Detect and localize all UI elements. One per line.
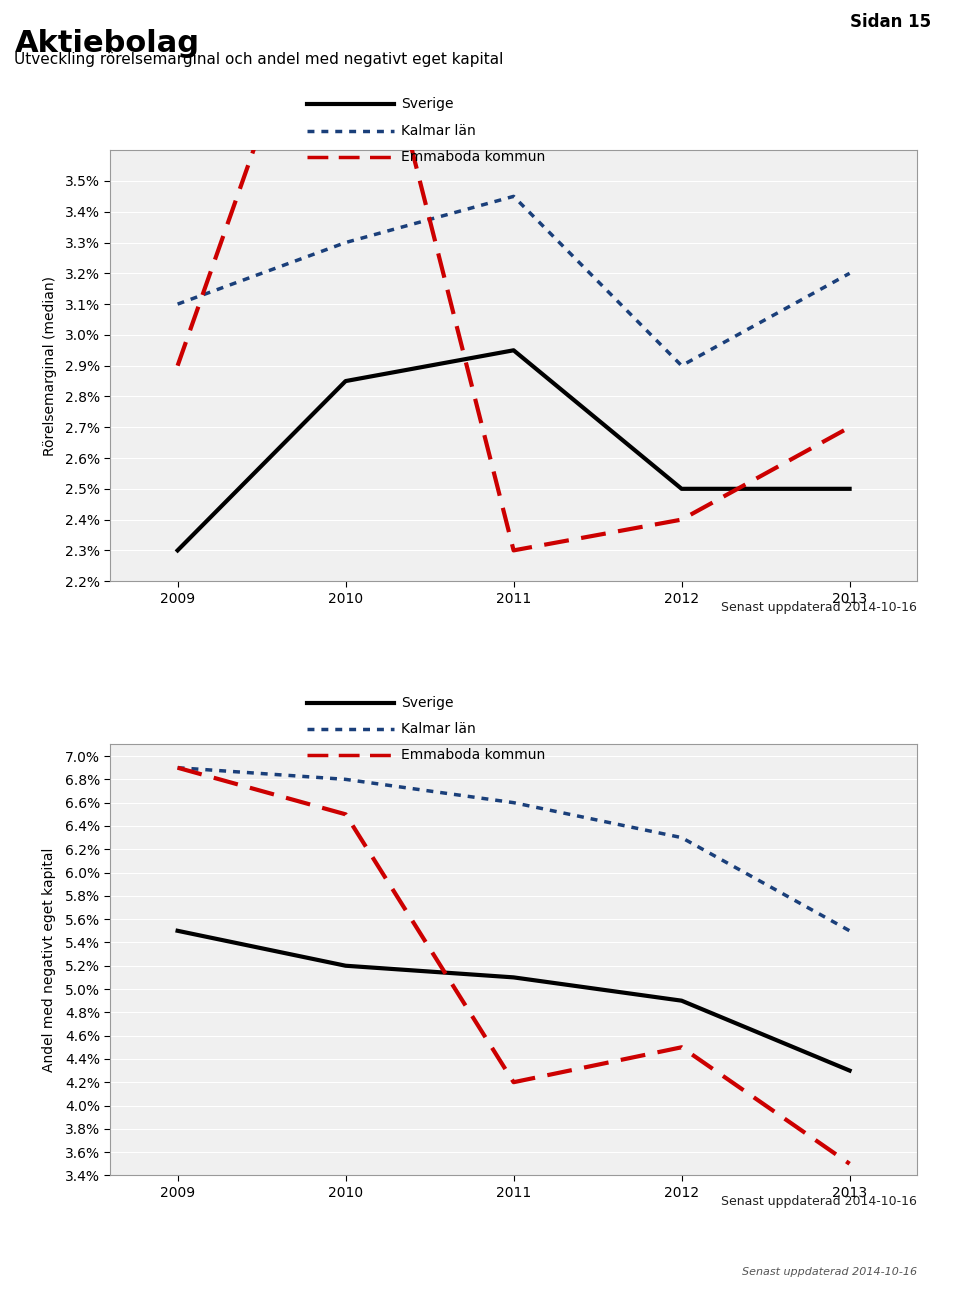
- Text: Sidan 15: Sidan 15: [850, 13, 931, 31]
- Text: Sverige: Sverige: [401, 98, 454, 111]
- Text: Kalmar län: Kalmar län: [401, 124, 476, 137]
- Text: Senast uppdaterad 2014-10-16: Senast uppdaterad 2014-10-16: [721, 601, 917, 614]
- Text: Utveckling rörelsemarginal och andel med negativt eget kapital: Utveckling rörelsemarginal och andel med…: [14, 52, 504, 67]
- Text: Senast uppdaterad 2014-10-16: Senast uppdaterad 2014-10-16: [721, 1195, 917, 1208]
- Text: Emmaboda kommun: Emmaboda kommun: [401, 748, 545, 761]
- Text: Senast uppdaterad 2014-10-16: Senast uppdaterad 2014-10-16: [742, 1267, 917, 1277]
- Y-axis label: Rörelsemarginal (median): Rörelsemarginal (median): [42, 276, 57, 456]
- Text: Aktiebolag: Aktiebolag: [14, 29, 200, 57]
- Text: Emmaboda kommun: Emmaboda kommun: [401, 150, 545, 163]
- Text: Sverige: Sverige: [401, 696, 454, 709]
- Text: Kalmar län: Kalmar län: [401, 722, 476, 735]
- Y-axis label: Andel med negativt eget kapital: Andel med negativt eget kapital: [42, 848, 57, 1072]
